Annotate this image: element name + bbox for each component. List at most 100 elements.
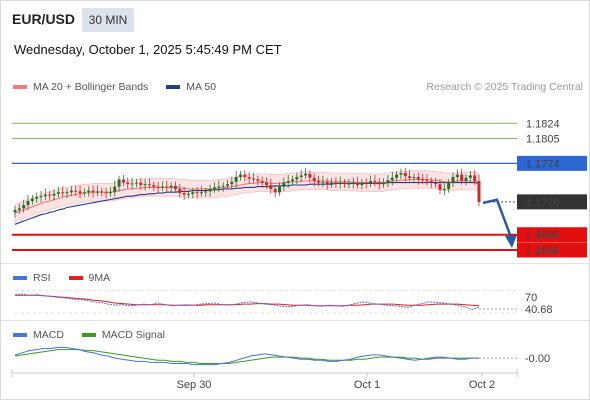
- candle: [399, 172, 403, 175]
- candle: [312, 177, 316, 182]
- candle: [460, 174, 464, 182]
- candle: [308, 173, 312, 178]
- resistance-label: 1.1805: [526, 134, 560, 146]
- x-tick-label: Sep 30: [177, 379, 212, 391]
- candle: [451, 177, 455, 183]
- x-tick-label: Oct 1: [354, 379, 380, 391]
- source-credit: Research © 2025 Trading Central: [426, 81, 583, 93]
- price-pane-divider: [1, 263, 589, 264]
- ma50-line: [14, 182, 480, 225]
- candle: [330, 182, 334, 185]
- timeframe-badge[interactable]: 30 MIN: [82, 8, 134, 32]
- candle: [416, 177, 420, 180]
- candle: [48, 194, 52, 196]
- candle: [321, 181, 325, 183]
- price-legend: MA 20 + Bollinger Bands MA 50: [13, 81, 234, 93]
- candle: [238, 174, 242, 177]
- candle: [225, 184, 229, 186]
- rsi-legend: RSI 9MA: [13, 272, 128, 284]
- candle: [338, 182, 342, 184]
- rsi-legend-label: RSI: [33, 272, 51, 284]
- candle: [304, 173, 308, 176]
- candle: [356, 182, 360, 186]
- candle: [386, 180, 390, 183]
- candle: [477, 181, 481, 202]
- rsi-swatch: [13, 276, 27, 280]
- rsi-ma-swatch: [68, 276, 83, 280]
- candle: [390, 177, 394, 181]
- candle: [291, 179, 295, 182]
- candle: [221, 185, 225, 187]
- candle: [464, 177, 468, 182]
- candle: [104, 192, 108, 194]
- rsi-ma-line: [15, 294, 480, 307]
- candle: [186, 193, 190, 195]
- candle: [52, 193, 56, 196]
- candle: [256, 179, 260, 182]
- macd-value-label: -0.00: [525, 353, 550, 365]
- candle: [286, 181, 290, 183]
- candle: [26, 201, 30, 206]
- candle: [364, 182, 368, 184]
- candle: [152, 185, 156, 187]
- rsi-value-label: 40.68: [525, 304, 553, 316]
- candle: [91, 190, 95, 193]
- candle: [421, 179, 425, 181]
- candle: [95, 191, 99, 193]
- candle: [447, 182, 451, 190]
- candle: [377, 181, 381, 185]
- support-label: 1.1685: [526, 230, 560, 242]
- candle: [139, 182, 143, 186]
- candle: [160, 186, 164, 188]
- candle: [126, 182, 130, 185]
- candle: [442, 189, 446, 191]
- ma20-legend-label: MA 20 + Bollinger Bands: [33, 81, 149, 93]
- candle: [165, 186, 169, 188]
- candle: [147, 184, 151, 186]
- candle: [282, 182, 286, 187]
- x-tick-label: Oct 2: [469, 379, 495, 391]
- resistance-label: 1.1824: [526, 118, 560, 130]
- candle: [429, 181, 433, 183]
- candle: [173, 185, 177, 190]
- candle: [278, 186, 282, 193]
- pivot-label: 1.1774: [526, 158, 560, 170]
- candle: [252, 178, 256, 180]
- candle: [343, 182, 347, 185]
- support-label-box: [517, 227, 587, 243]
- candle: [438, 184, 442, 190]
- macd-swatch: [13, 333, 27, 337]
- candle: [265, 182, 269, 186]
- rsi-line: [14, 293, 480, 311]
- candle: [243, 174, 247, 177]
- candle: [403, 172, 407, 177]
- macd-signal-legend-label: MACD Signal: [101, 329, 165, 341]
- candle: [191, 192, 195, 194]
- forecast-arrow: [482, 198, 514, 241]
- current-price-box: [517, 194, 587, 210]
- candle: [130, 183, 134, 185]
- candle: [455, 174, 459, 177]
- candle: [408, 176, 412, 178]
- candle: [295, 177, 299, 180]
- candle: [56, 192, 60, 194]
- timestamp: Wednesday, October 1, 2025 5:45:49 PM CE…: [14, 42, 282, 57]
- candle: [382, 182, 386, 185]
- symbol-title: EUR/USD: [12, 11, 76, 27]
- candle: [369, 181, 373, 184]
- macd-legend-label: MACD: [33, 329, 64, 341]
- candle: [199, 192, 203, 194]
- macd-legend: MACD MACD Signal: [13, 329, 183, 341]
- candle: [43, 194, 47, 197]
- rsi-ma-legend-label: 9MA: [88, 272, 111, 284]
- candle: [178, 189, 182, 194]
- candle: [434, 182, 438, 185]
- candle: [35, 197, 39, 199]
- candle: [121, 179, 125, 183]
- macd-line: [14, 346, 479, 366]
- candle: [260, 181, 264, 183]
- candle: [425, 180, 429, 182]
- candle: [143, 184, 147, 186]
